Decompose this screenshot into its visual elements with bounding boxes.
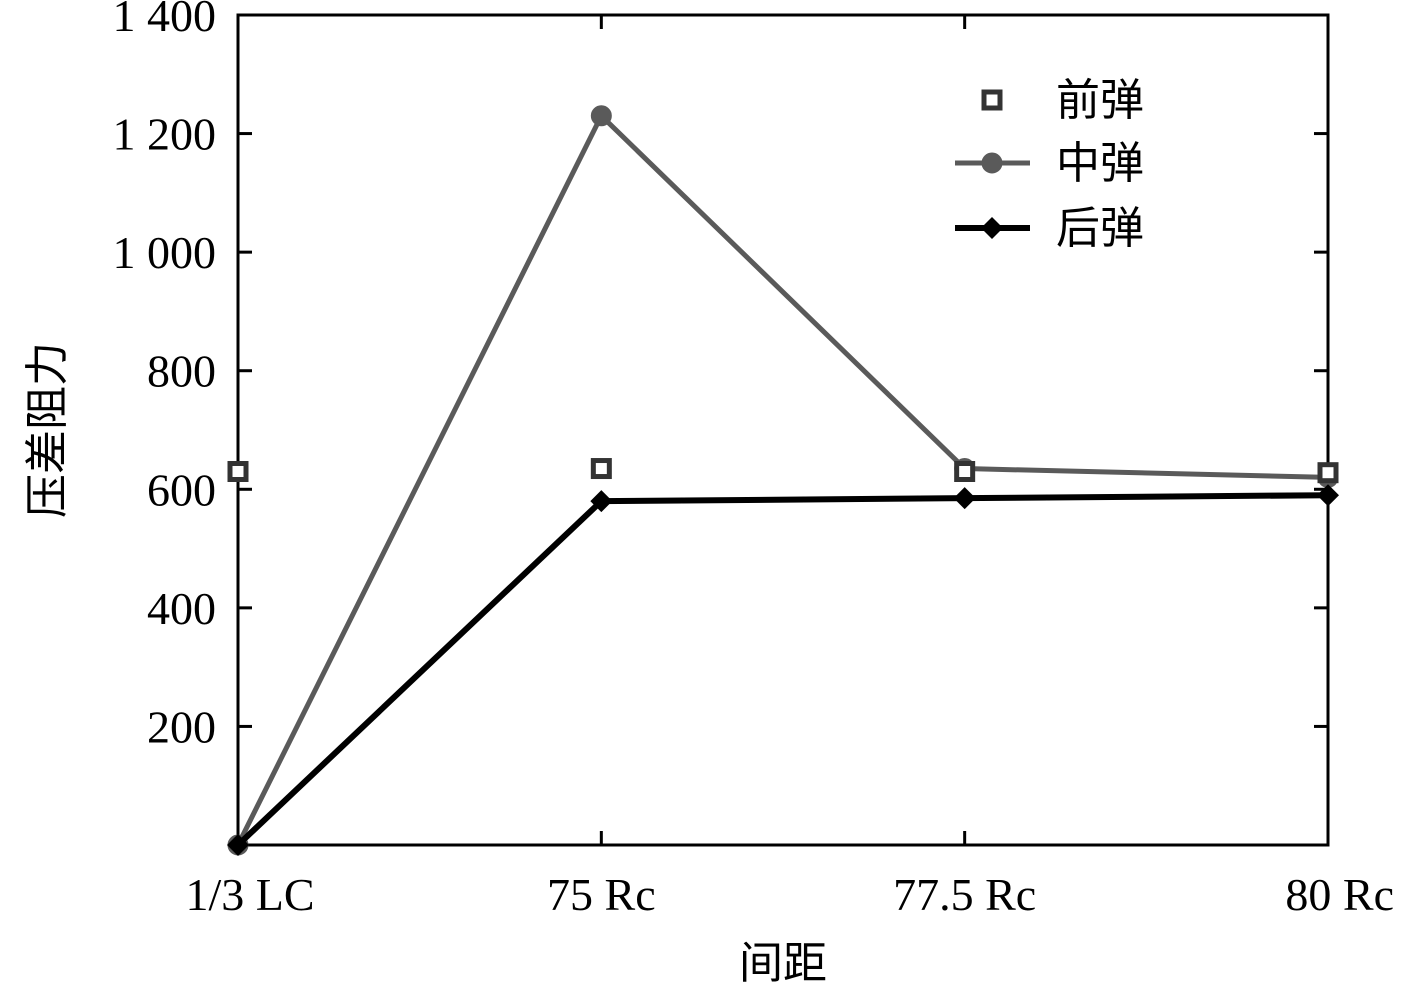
legend-label: 前弹 [1056, 75, 1144, 126]
x-tick-label: 75 Rc [547, 869, 656, 920]
y-axis-title: 压差阻力 [22, 342, 73, 518]
data-point [1317, 484, 1339, 507]
data-point [590, 458, 612, 480]
data-point [954, 461, 976, 482]
series-line [235, 492, 1329, 848]
x-tick-label: 1/3 LC [185, 869, 314, 920]
plot-frame [236, 13, 1330, 847]
axes: 200 400 600 800 1 000 1 200 1 400 1/3 LC 75 Rc 77… [113, 0, 1395, 920]
legend-label: 后弹 [1056, 203, 1144, 254]
y-tick-label: 800 [147, 346, 216, 397]
data-point [1317, 462, 1339, 484]
y-tick-label: 1 000 [113, 227, 217, 278]
legend-entry-2: 中弹 [955, 138, 1144, 189]
data-point [227, 461, 249, 482]
data-point [953, 487, 976, 510]
legend-marker [981, 152, 1003, 174]
data-point [590, 105, 612, 127]
series-3 [227, 484, 1339, 856]
legend-label: 中弹 [1056, 138, 1144, 189]
x-tick-label: 77.5 Rc [893, 869, 1036, 920]
x-tick-label: 80 Rc [1285, 869, 1394, 920]
data-point [227, 834, 249, 856]
y-tick-label: 600 [147, 464, 216, 515]
y-tick-label: 400 [147, 583, 216, 634]
legend-marker [981, 217, 1003, 239]
legend-entry-3: 后弹 [955, 203, 1144, 254]
y-tick-label: 200 [147, 701, 216, 752]
legend-entry-1: 前弹 [981, 75, 1144, 126]
series-layer [227, 105, 1339, 856]
series-2 [227, 105, 1339, 856]
y-tick-label: 1 200 [113, 109, 217, 160]
legend-marker [981, 89, 1003, 111]
series-line [235, 113, 1329, 847]
series-1 [227, 458, 1339, 484]
x-axis-title: 间距 [739, 938, 827, 989]
data-point [590, 490, 613, 513]
y-tick-label: 1 400 [113, 0, 217, 41]
